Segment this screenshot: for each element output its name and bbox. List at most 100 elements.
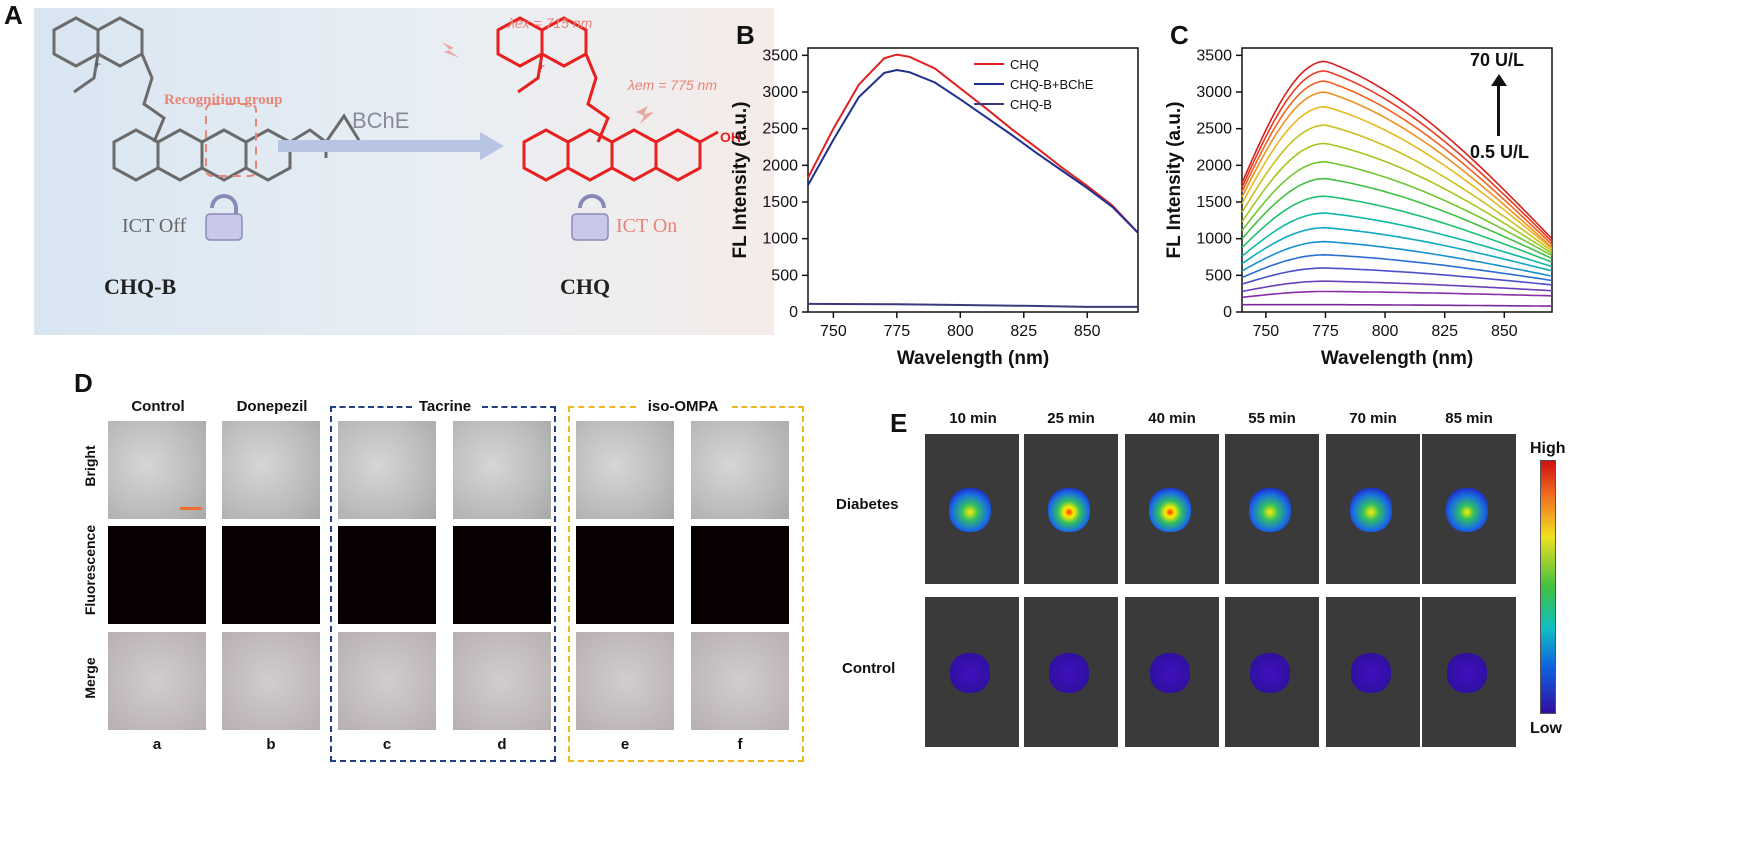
recognition-box xyxy=(205,103,257,177)
chart-b-legend-label: CHQ-B xyxy=(1010,97,1052,112)
chart-b-ytick-label: 1500 xyxy=(762,194,798,211)
chart-c-xtick-label: 775 xyxy=(1312,323,1339,340)
column-donepezil: Donepezil xyxy=(236,398,308,415)
locked-icon xyxy=(205,194,243,241)
chart-c-ytick-label: 3500 xyxy=(1196,47,1232,64)
time-85: 85 min xyxy=(1445,410,1493,427)
chq-structure xyxy=(496,16,719,182)
bottom-concentration-label: 0.5 U/L xyxy=(1470,142,1530,162)
image-bright-c xyxy=(338,421,436,519)
iso-box-top-right xyxy=(732,406,804,408)
chart-c-series-line xyxy=(1241,195,1553,263)
increase-arrow-shaft xyxy=(1497,80,1500,136)
chart-c-series-line xyxy=(1241,177,1553,260)
positive-charge: + xyxy=(94,57,101,71)
recognition-group-label: Recognition group xyxy=(164,92,282,108)
hydroxyl-label: OH xyxy=(720,129,741,145)
chart-b-plot-frame xyxy=(807,47,1139,313)
panel-label-c: C xyxy=(1170,20,1189,50)
chart-c-series-line xyxy=(1241,212,1553,268)
time-55: 55 min xyxy=(1248,410,1296,427)
top-concentration-label: 70 U/L xyxy=(1470,50,1525,70)
chart-c-series-line xyxy=(1241,105,1553,250)
mouse-diabetes-10 xyxy=(925,434,1019,584)
image-merge-d xyxy=(453,632,551,730)
image-fluorescence-c xyxy=(338,526,436,624)
mouse-diabetes-25 xyxy=(1024,434,1118,584)
chart-b-series-line xyxy=(807,68,1139,234)
chart-c-series-line xyxy=(1241,70,1553,243)
chart-b-xtick-label: 825 xyxy=(1010,323,1037,340)
chart-b-ylabel: FL Intensity (a.u.) xyxy=(730,102,751,259)
increase-arrow-icon xyxy=(1491,74,1507,86)
chart-b-series-line xyxy=(807,53,1139,234)
image-bright-e xyxy=(576,421,674,519)
chart-b-xtick-label: 750 xyxy=(820,323,847,340)
chart-c-ytick-label: 0 xyxy=(1223,304,1232,321)
row-bright: Bright xyxy=(82,445,98,487)
time-25: 25 min xyxy=(1047,410,1095,427)
ict-off-label: ICT Off xyxy=(122,215,187,237)
scale-bar xyxy=(180,507,202,510)
chq-b-label: CHQ-B xyxy=(104,274,176,299)
image-letter-f: f xyxy=(737,736,743,753)
time-40: 40 min xyxy=(1148,410,1196,427)
chart-b-ytick-label: 3000 xyxy=(762,84,798,101)
panel-label-b: B xyxy=(736,20,755,50)
reaction-arrow xyxy=(278,132,504,160)
panel-label-a: A xyxy=(4,0,23,30)
column-iso-ompa: iso-OMPA xyxy=(647,398,719,415)
emission-bolt-icon xyxy=(636,106,654,124)
mouse-control-25 xyxy=(1024,597,1118,747)
chart-c-xtick-label: 800 xyxy=(1372,323,1399,340)
chart-c-series-line xyxy=(1241,226,1553,272)
chart-c-xlabel: Wavelength (nm) xyxy=(1321,348,1473,369)
mouse-diabetes-85 xyxy=(1422,434,1516,584)
mouse-diabetes-70 xyxy=(1326,434,1420,584)
image-bright-b xyxy=(222,421,320,519)
chq-label: CHQ xyxy=(560,274,610,299)
mouse-control-55 xyxy=(1225,597,1319,747)
chart-b-ytick-label: 2500 xyxy=(762,121,798,138)
chart-b-xtick-label: 800 xyxy=(947,323,974,340)
mouse-diabetes-55 xyxy=(1225,434,1319,584)
chart-c-ytick-label: 2000 xyxy=(1196,157,1232,174)
chart-c-series-line xyxy=(1241,60,1553,240)
chart-c-series-line xyxy=(1241,80,1553,246)
image-fluorescence-a xyxy=(108,526,206,624)
image-letter-d: d xyxy=(497,736,507,753)
image-merge-b xyxy=(222,632,320,730)
chart-b-ytick-label: 2000 xyxy=(762,157,798,174)
tacrine-box-top-left xyxy=(330,406,412,408)
chart-b-ytick-label: 3500 xyxy=(762,47,798,64)
chart-c-ytick-label: 1500 xyxy=(1196,194,1232,211)
image-letter-e: e xyxy=(620,736,630,753)
chart-c-plot-frame xyxy=(1241,47,1553,313)
chart-c-series-line xyxy=(1241,280,1553,293)
positive-charge-right: + xyxy=(538,59,545,73)
enzyme-label: BChE xyxy=(352,108,409,133)
chart-b-xlabel: Wavelength (nm) xyxy=(897,348,1049,369)
image-letter-a: a xyxy=(152,736,162,753)
chart-c-series-line xyxy=(1241,240,1553,277)
chart-c-series-line xyxy=(1241,290,1553,299)
chart-b-xtick-label: 850 xyxy=(1074,323,1101,340)
intensity-colorbar xyxy=(1540,460,1556,714)
image-letter-b: b xyxy=(266,736,276,753)
image-bright-a xyxy=(108,421,206,519)
chart-c-ylabel: FL Intensity (a.u.) xyxy=(1164,102,1185,259)
scale-low-label: Low xyxy=(1530,720,1562,737)
mouse-control-40 xyxy=(1125,597,1219,747)
chart-b-xtick-label: 775 xyxy=(883,323,910,340)
column-control: Control xyxy=(131,398,185,415)
chart-c-series-line xyxy=(1241,160,1553,257)
mouse-control-85 xyxy=(1422,597,1516,747)
chart-c-series-line xyxy=(1241,124,1553,252)
lambda-em-label: λem = 775 nm xyxy=(627,77,717,93)
chart-c-series-line xyxy=(1242,303,1552,307)
chart-c-ytick-label: 2500 xyxy=(1196,121,1232,138)
chart-c-ytick-label: 1000 xyxy=(1196,231,1232,248)
image-fluorescence-f xyxy=(691,526,789,624)
image-merge-f xyxy=(691,632,789,730)
row-fluorescence: Fluorescence xyxy=(82,524,98,616)
